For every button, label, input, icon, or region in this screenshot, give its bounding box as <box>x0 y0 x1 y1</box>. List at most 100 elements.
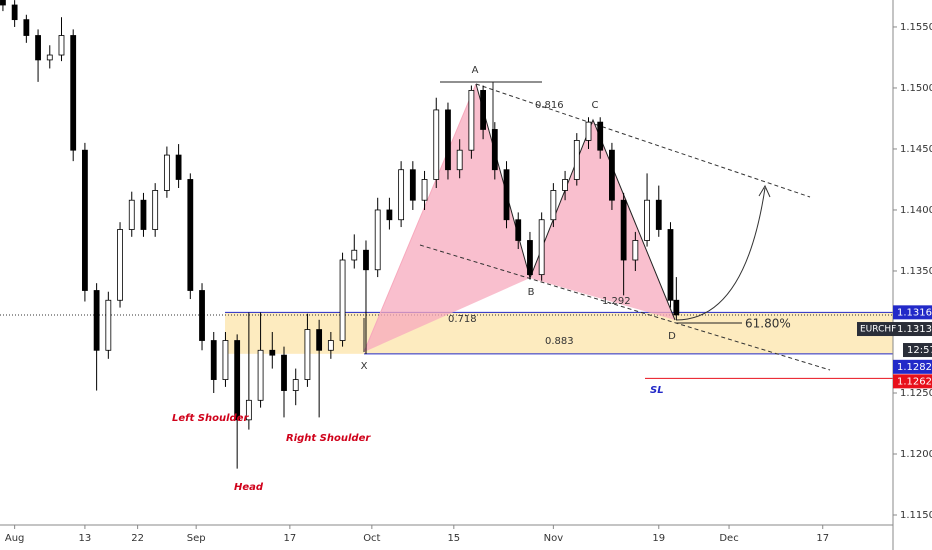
candle-body <box>339 259 346 341</box>
annotation: 61.80% <box>745 317 791 331</box>
x-tick-label: Nov <box>544 533 564 544</box>
candle-body <box>550 190 557 221</box>
candle-body <box>597 121 604 151</box>
price-badge <box>893 359 932 374</box>
candle-body <box>409 169 416 201</box>
symbol-badge <box>857 322 893 337</box>
candle-body <box>93 290 100 351</box>
candle-body <box>655 199 662 230</box>
annotation: 1.292 <box>602 296 631 307</box>
x-tick-label: 17 <box>816 533 829 544</box>
annotation: 0.718 <box>448 314 477 325</box>
candle-body <box>468 90 475 151</box>
candle-body <box>480 90 486 130</box>
candle-body <box>374 209 381 271</box>
annotation: 0.883 <box>545 336 574 347</box>
y-tick-label: 1.15000 <box>900 83 932 94</box>
candle-body <box>667 229 674 301</box>
zone-layer <box>0 311 893 379</box>
annotation: SL <box>650 385 664 396</box>
x-tick-label: 15 <box>447 533 460 544</box>
candle-body <box>23 19 30 36</box>
candle-body <box>175 154 182 180</box>
annotation: D <box>668 331 676 342</box>
candle-body <box>210 340 217 380</box>
annotation: Right Shoulder <box>286 433 371 444</box>
pattern-line <box>363 83 477 353</box>
candle-body <box>35 35 41 61</box>
trend-line <box>475 83 811 198</box>
candle-body <box>351 249 358 261</box>
candle-body <box>70 35 77 151</box>
price-badge <box>903 343 932 358</box>
candle-body <box>632 240 639 261</box>
annotation: B <box>528 287 535 298</box>
candle-body <box>644 199 650 241</box>
candle-body <box>673 299 680 316</box>
candle-body <box>585 121 592 141</box>
candle-body <box>234 340 241 421</box>
candle-body <box>515 219 522 241</box>
annotation: Head <box>234 482 264 493</box>
candle-body <box>620 199 627 261</box>
projection-arrow <box>675 187 766 321</box>
candle-body <box>105 299 112 351</box>
candle-body <box>187 179 194 291</box>
candle-body <box>503 169 510 221</box>
trend-line <box>419 244 831 371</box>
candle-body <box>82 149 88 291</box>
candle-body <box>491 129 498 171</box>
candle-body <box>199 290 205 341</box>
candle-body <box>386 209 393 221</box>
candle-body <box>0 0 6 6</box>
candle-body <box>292 379 299 391</box>
y-tick-label: 1.12500 <box>900 388 932 399</box>
price-badge <box>893 374 932 389</box>
candle-body <box>269 349 276 356</box>
candle-body <box>327 340 334 351</box>
candle-body <box>538 219 545 276</box>
y-tick-label: 1.13500 <box>900 266 932 277</box>
candle-body <box>573 140 580 180</box>
x-tick-label: Dec <box>719 533 738 544</box>
candle-body <box>163 154 170 191</box>
candle-body <box>609 149 615 201</box>
candle-body <box>128 199 135 230</box>
annotation: Left Shoulder <box>172 413 249 424</box>
price-badge <box>893 322 932 337</box>
x-tick-label: Sep <box>187 533 206 544</box>
x-tick-label: 19 <box>652 533 665 544</box>
candle-body <box>140 199 147 230</box>
candle-body <box>222 340 229 380</box>
candle-body <box>46 54 53 61</box>
annotation: 0.816 <box>535 100 564 111</box>
candle-body <box>245 399 252 421</box>
pattern-line <box>475 83 676 321</box>
candle-body <box>527 240 533 276</box>
pattern-leg <box>364 84 530 352</box>
y-tick-label: 1.14000 <box>900 205 932 216</box>
candle-body <box>445 109 451 171</box>
candle-body <box>281 354 287 391</box>
entry-zone <box>225 312 893 354</box>
y-tick-label: 1.15500 <box>900 22 932 33</box>
price-badge-label: 1.13139 <box>897 324 932 335</box>
arrow-head <box>758 184 771 198</box>
x-tick-label: Aug <box>5 533 25 544</box>
candle-body <box>456 149 463 171</box>
y-tick-label: 1.14500 <box>900 144 932 155</box>
candle-body <box>363 249 369 271</box>
x-tick-label: 13 <box>79 533 92 544</box>
price-badge-label: 1.12620 <box>897 376 932 387</box>
candle-body <box>152 190 159 230</box>
price-badge-label: 12:57 <box>907 345 932 356</box>
price-badge <box>893 305 932 320</box>
candle-body <box>117 229 123 301</box>
x-tick-label: 17 <box>283 533 296 544</box>
annotation: A <box>472 65 479 76</box>
candle-body <box>304 329 311 380</box>
y-tick-label: 1.12000 <box>900 449 932 460</box>
